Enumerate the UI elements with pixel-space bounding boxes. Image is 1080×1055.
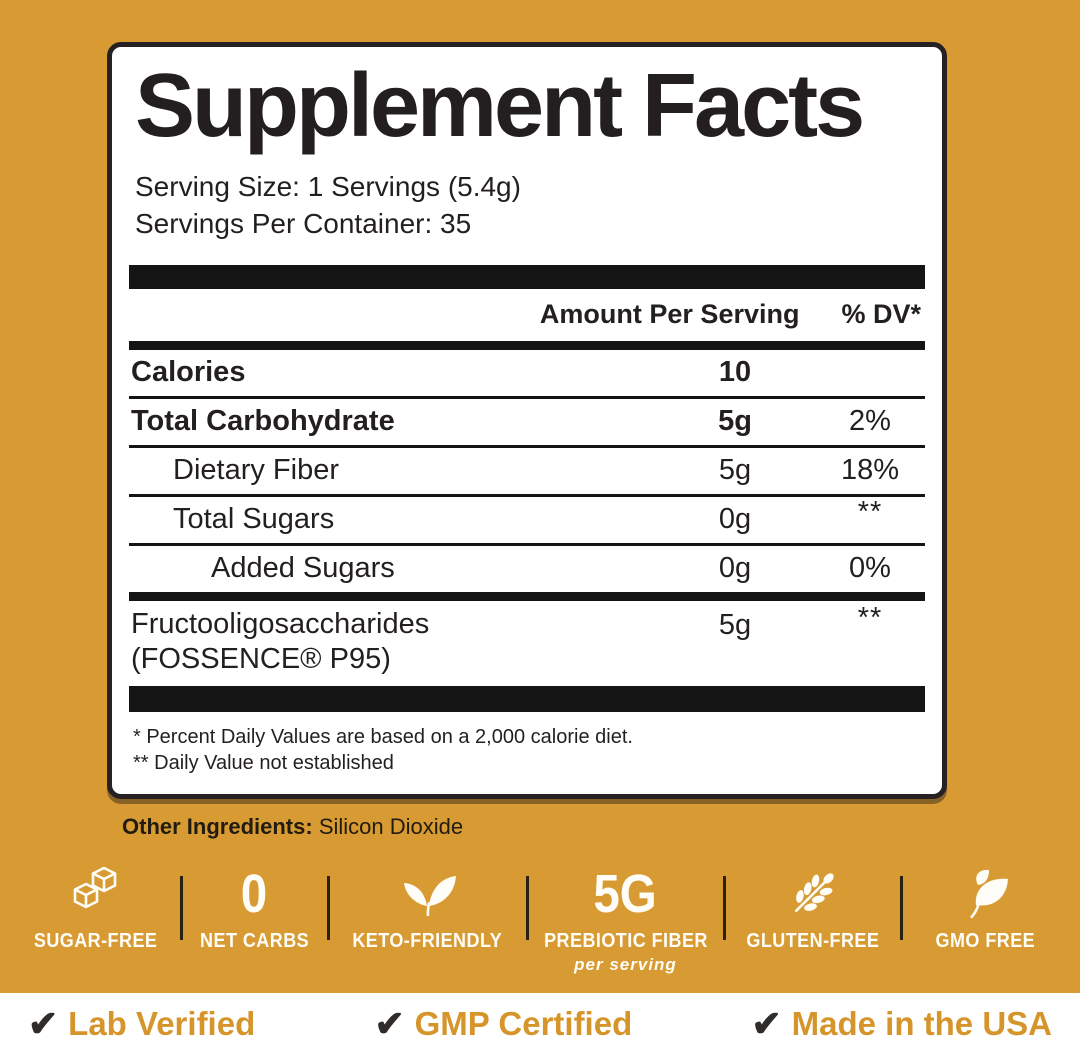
checkmark-icon: ✔ — [751, 1003, 782, 1044]
nutrient-name: Added Sugars — [211, 552, 395, 585]
nutrient-name: Total Sugars — [173, 503, 335, 536]
checkmark-icon: ✔ — [28, 1003, 59, 1044]
nutrient-dv: ** — [857, 601, 883, 634]
badge-sugar-free: SUGAR-FREE — [25, 862, 167, 953]
nutrient-dv: ** — [857, 496, 883, 529]
badge-value: 5G — [593, 864, 658, 924]
cert-made-in-usa: ✔ Made in the USA — [751, 1005, 1052, 1043]
serving-info: Serving Size: 1 Servings (5.4g) Servings… — [135, 169, 925, 243]
footnote-not-established: ** Daily Value not established — [133, 752, 394, 775]
nutrient-name: Total Carbohydrate — [131, 405, 395, 438]
nutrient-amount: 5g — [718, 405, 752, 438]
badge-label: SUGAR-FREE — [33, 930, 158, 952]
other-ingredients-label: Other Ingredients: — [122, 814, 313, 839]
table-row: Fructooligosaccharides (FOSSENCE® P95) 5… — [129, 601, 925, 686]
other-ingredients: Other Ingredients: Silicon Dioxide — [122, 814, 463, 840]
nutrient-dv: 18% — [840, 454, 900, 487]
badge-divider — [179, 876, 183, 940]
nutrient-name: Fructooligosaccharides (FOSSENCE® P95) — [131, 607, 430, 676]
certifications-bar: ✔ Lab Verified ✔ GMP Certified ✔ Made in… — [0, 993, 1080, 1055]
table-bottom-bar — [129, 685, 925, 712]
header-percent-dv: % DV* — [841, 299, 921, 330]
badge-label: GLUTEN-FREE — [746, 930, 879, 952]
nutrient-name: Calories — [131, 356, 246, 389]
badge-gmo-free: GMO FREE — [916, 862, 1056, 953]
nutrient-amount: 0g — [718, 552, 752, 585]
badge-prebiotic-fiber: 5G PREBIOTIC FIBER per serving — [542, 862, 710, 975]
cert-label: Lab Verified — [68, 1005, 256, 1042]
badge-divider — [899, 876, 903, 940]
badge-divider — [722, 876, 726, 940]
nutrient-name: Dietary Fiber — [173, 454, 339, 487]
sprout-leaves-icon — [392, 862, 464, 926]
cert-label: Made in the USA — [791, 1005, 1052, 1042]
nutrient-dv: 2% — [849, 405, 891, 438]
table-row: Dietary Fiber 5g 18% — [129, 448, 925, 494]
sugar-cubes-icon — [64, 862, 128, 926]
servings-per-container: Servings Per Container: 35 — [135, 207, 472, 239]
badge-sublabel: per serving — [574, 955, 677, 974]
leaf-icon — [954, 862, 1018, 926]
table-row: Total Sugars 0g ** — [129, 496, 925, 543]
other-ingredients-value: Silicon Dioxide — [318, 814, 464, 839]
badge-net-carbs: 0 NET CARBS — [196, 862, 314, 953]
checkmark-icon: ✔ — [374, 1003, 405, 1044]
cert-gmp-certified: ✔ GMP Certified — [374, 1005, 632, 1043]
supplement-facts-panel: Supplement Facts Serving Size: 1 Serving… — [107, 42, 947, 799]
badge-divider — [525, 876, 529, 940]
header-separator — [129, 340, 925, 350]
badge-label: PREBIOTIC FIBER — [543, 930, 708, 952]
nutrient-dv: 0% — [849, 552, 891, 585]
table-row: Total Carbohydrate 5g 2% — [129, 399, 925, 445]
feature-badges: SUGAR-FREE 0 NET CARBS KETO-FRIENDLY 5G … — [0, 862, 1080, 980]
badge-divider — [326, 876, 330, 940]
nutrient-amount: 5g — [718, 454, 752, 487]
header-amount-per-serving: Amount Per Serving — [539, 299, 800, 330]
footnotes: * Percent Daily Values are based on a 2,… — [133, 724, 925, 777]
nutrient-amount: 10 — [718, 356, 752, 389]
cert-label: GMP Certified — [414, 1005, 633, 1042]
cert-lab-verified: ✔ Lab Verified — [28, 1005, 255, 1043]
table-row: Calories 10 — [129, 350, 925, 396]
badge-keto-friendly: KETO-FRIENDLY — [343, 862, 513, 953]
footnote-dv: * Percent Daily Values are based on a 2,… — [133, 725, 633, 748]
panel-title: Supplement Facts — [135, 56, 865, 156]
table-top-bar — [129, 264, 925, 289]
badge-gluten-free: GLUTEN-FREE — [739, 862, 887, 953]
badge-label: KETO-FRIENDLY — [352, 930, 503, 952]
badge-value: 0 — [241, 864, 268, 924]
badge-label: NET CARBS — [199, 930, 310, 952]
table-header: Amount Per Serving % DV* — [129, 289, 925, 341]
table-row: Added Sugars 0g 0% — [129, 546, 925, 592]
nutrient-amount: 0g — [718, 503, 752, 536]
serving-size: Serving Size: 1 Servings (5.4g) — [135, 171, 521, 202]
badge-label: GMO FREE — [935, 930, 1036, 952]
wheat-icon — [781, 862, 845, 926]
nutrient-amount: 5g — [718, 608, 752, 641]
